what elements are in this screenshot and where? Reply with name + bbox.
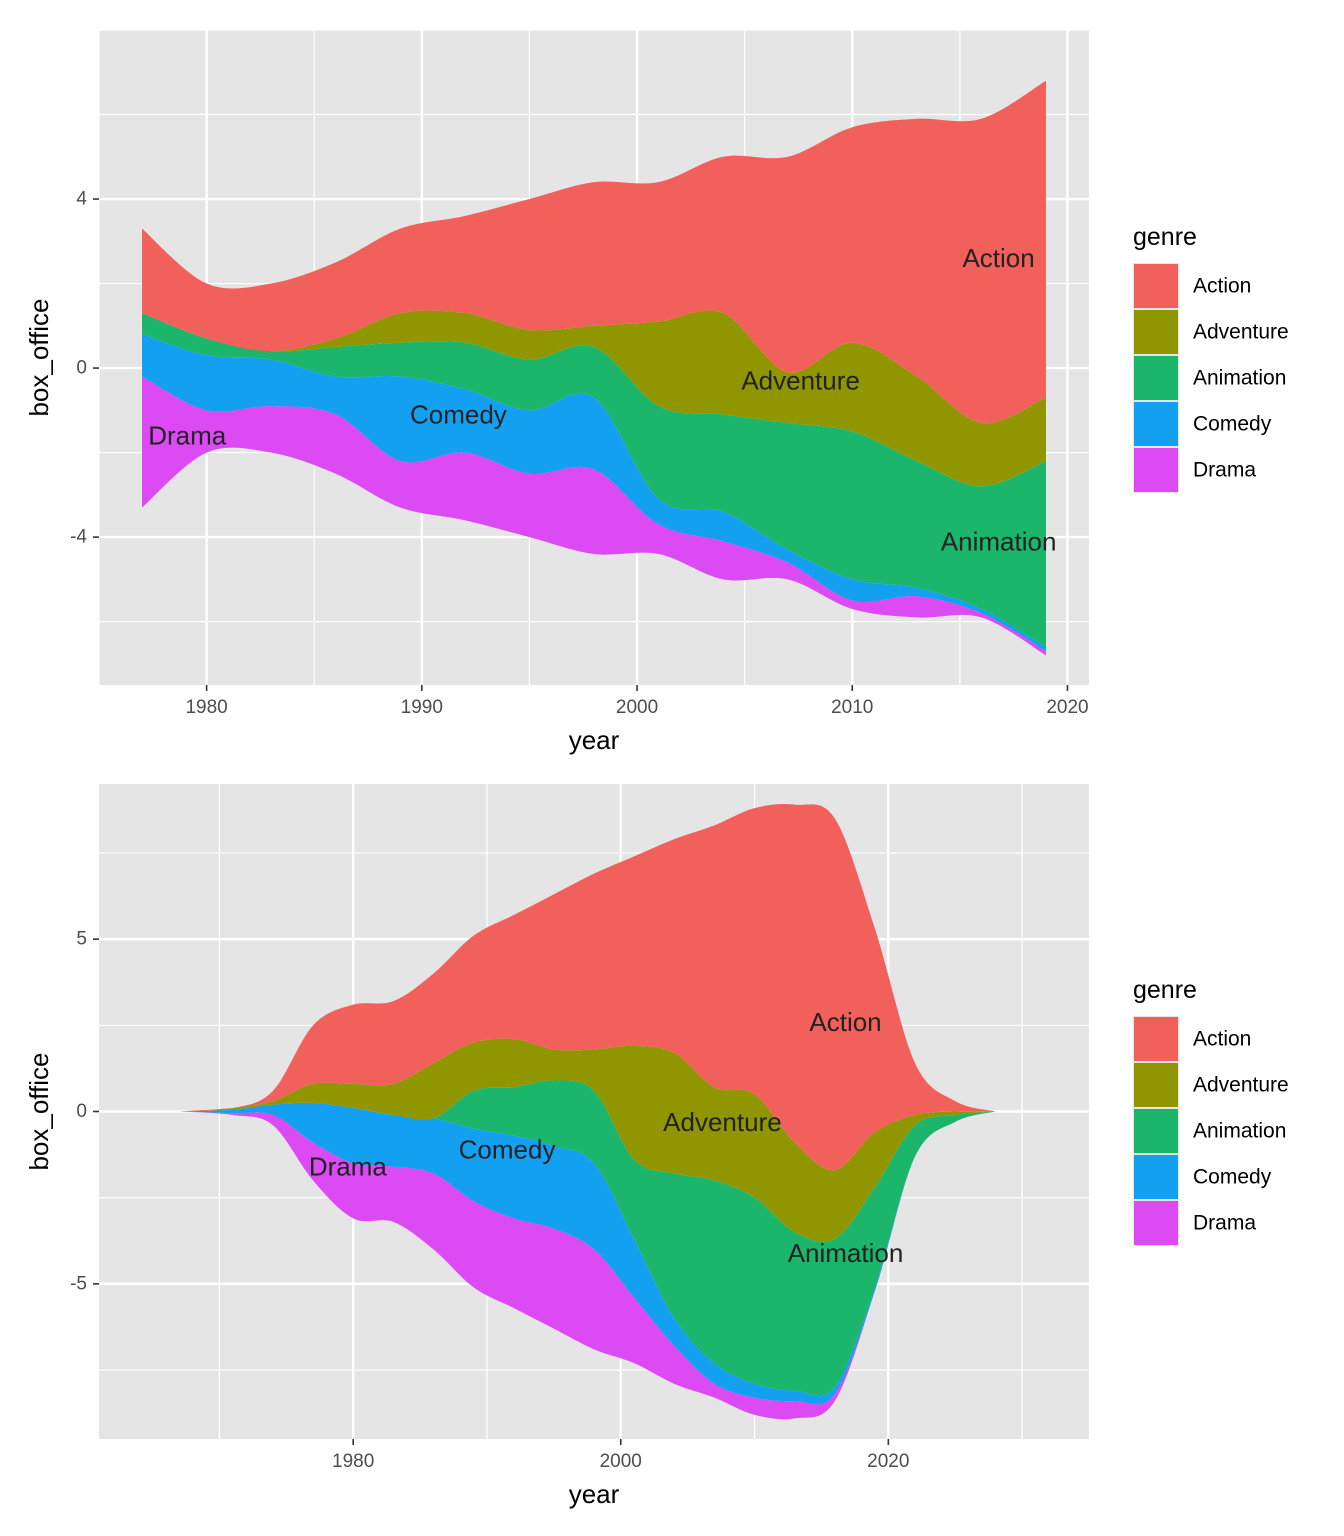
- legend-label-animation: Animation: [1193, 367, 1286, 390]
- stream-area-adventure: [179, 1038, 996, 1243]
- stream-label-comedy: Comedy: [459, 1134, 556, 1164]
- legend-swatch-adventure: [1134, 1063, 1178, 1107]
- stream-area-drama: [179, 1111, 996, 1420]
- stream-areas: [179, 804, 996, 1420]
- legend-swatch-comedy: [1134, 1155, 1178, 1199]
- legend: genre Action Adventure Animation Comedy Drama: [1133, 223, 1289, 493]
- axes: 1980 2000 2020 -5 0 5 year box_office: [24, 929, 909, 1509]
- stream-area-comedy: [142, 334, 1046, 652]
- y-tick-label: 5: [76, 929, 87, 950]
- y-axis-title: box_office: [24, 1052, 54, 1170]
- x-tick-label: 1980: [185, 697, 227, 718]
- stream-labels: Action Adventure Animation Comedy Drama: [309, 1007, 903, 1268]
- y-tick-label: 0: [76, 358, 87, 379]
- legend-label-action: Action: [1193, 275, 1251, 298]
- x-tick-label: 2020: [1046, 697, 1088, 718]
- stream-label-comedy: Comedy: [410, 400, 507, 430]
- legend-label-comedy: Comedy: [1193, 413, 1272, 436]
- stream-labels: Action Adventure Animation Comedy Drama: [148, 243, 1056, 556]
- x-tick-label: 2020: [867, 1451, 909, 1472]
- legend-swatch-action: [1134, 1017, 1178, 1061]
- stream-area-drama: [142, 376, 1046, 656]
- streamgraph-bottom: Action Adventure Animation Comedy Drama 1980…: [24, 784, 1289, 1509]
- legend-swatch-drama: [1134, 448, 1178, 492]
- x-axis-title: year: [569, 1479, 620, 1509]
- y-tick-label: 0: [76, 1101, 87, 1122]
- legend-label-adventure: Adventure: [1193, 1074, 1289, 1097]
- legend-title: genre: [1133, 223, 1197, 251]
- y-tick-label: -5: [70, 1273, 87, 1294]
- x-tick-label: 1990: [401, 697, 443, 718]
- stream-area-adventure: [142, 310, 1046, 487]
- legend-label-action: Action: [1193, 1028, 1251, 1051]
- legend-swatch-drama: [1134, 1201, 1178, 1245]
- legend-label-drama: Drama: [1193, 459, 1256, 482]
- legend-label-animation: Animation: [1193, 1120, 1286, 1143]
- stream-label-drama: Drama: [309, 1152, 388, 1182]
- stream-label-animation: Animation: [941, 526, 1057, 556]
- legend-label-drama: Drama: [1193, 1212, 1256, 1235]
- legend-swatch-animation: [1134, 1109, 1178, 1153]
- x-tick-label: 2000: [616, 697, 658, 718]
- stream-area-action: [179, 804, 996, 1171]
- legend-label-adventure: Adventure: [1193, 321, 1289, 344]
- stream-label-action: Action: [809, 1007, 881, 1037]
- stream-label-drama: Drama: [148, 421, 227, 451]
- stream-label-adventure: Adventure: [741, 366, 860, 396]
- stream-area-comedy: [179, 1102, 996, 1405]
- x-tick-label: 2010: [831, 697, 873, 718]
- legend-label-comedy: Comedy: [1193, 1166, 1272, 1189]
- legend-swatch-animation: [1134, 356, 1178, 400]
- legend-swatch-action: [1134, 264, 1178, 308]
- stream-area-animation: [142, 313, 1046, 647]
- y-tick-label: 4: [76, 189, 87, 210]
- legend-swatch-adventure: [1134, 310, 1178, 354]
- legend-swatch-comedy: [1134, 402, 1178, 446]
- x-tick-label: 2000: [600, 1451, 642, 1472]
- stream-area-action: [142, 80, 1046, 424]
- y-tick-label: -4: [70, 527, 87, 548]
- stream-label-animation: Animation: [788, 1238, 904, 1268]
- y-axis-title: box_office: [24, 298, 54, 416]
- legend-title: genre: [1133, 976, 1197, 1004]
- legend: genre Action Adventure Animation Comedy Drama: [1133, 976, 1289, 1246]
- stream-areas: [142, 80, 1046, 656]
- streamgraph-top: Action Adventure Animation Comedy Drama 1980…: [24, 29, 1289, 755]
- stream-label-action: Action: [962, 243, 1034, 273]
- stream-area-animation: [179, 1080, 996, 1397]
- x-tick-label: 1980: [332, 1451, 374, 1472]
- axes: 1980 1990 2000 2010 2020 -4 0 4 year box_office: [24, 189, 1089, 755]
- stream-label-adventure: Adventure: [663, 1107, 782, 1137]
- x-axis-title: year: [569, 725, 620, 755]
